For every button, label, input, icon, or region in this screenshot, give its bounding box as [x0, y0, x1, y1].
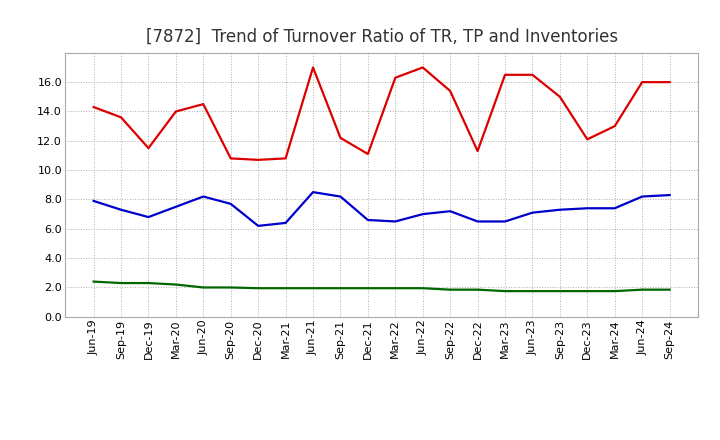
Inventories	[583, 289, 592, 294]
Trade Payables	[473, 219, 482, 224]
Inventories	[282, 286, 290, 291]
Line: Inventories: Inventories	[94, 282, 670, 291]
Trade Payables	[418, 212, 427, 217]
Trade Receivables	[226, 156, 235, 161]
Inventories	[199, 285, 207, 290]
Trade Payables	[665, 192, 674, 198]
Trade Payables	[282, 220, 290, 226]
Trade Receivables	[665, 80, 674, 85]
Trade Receivables	[199, 102, 207, 107]
Inventories	[254, 286, 263, 291]
Trade Payables	[611, 205, 619, 211]
Trade Receivables	[500, 72, 509, 77]
Trade Receivables	[638, 80, 647, 85]
Inventories	[556, 289, 564, 294]
Trade Receivables	[418, 65, 427, 70]
Trade Payables	[500, 219, 509, 224]
Inventories	[638, 287, 647, 292]
Trade Receivables	[583, 137, 592, 142]
Trade Receivables	[528, 72, 537, 77]
Inventories	[89, 279, 98, 284]
Trade Receivables	[254, 157, 263, 162]
Line: Trade Payables: Trade Payables	[94, 192, 670, 226]
Trade Receivables	[473, 148, 482, 154]
Trade Payables	[89, 198, 98, 204]
Inventories	[418, 286, 427, 291]
Trade Payables	[199, 194, 207, 199]
Inventories	[336, 286, 345, 291]
Trade Receivables	[391, 75, 400, 81]
Trade Payables	[144, 214, 153, 220]
Trade Payables	[638, 194, 647, 199]
Inventories	[391, 286, 400, 291]
Inventories	[144, 280, 153, 286]
Trade Payables	[171, 204, 180, 209]
Trade Payables	[528, 210, 537, 215]
Inventories	[528, 289, 537, 294]
Trade Receivables	[89, 104, 98, 110]
Trade Receivables	[117, 115, 125, 120]
Inventories	[665, 287, 674, 292]
Trade Payables	[309, 190, 318, 195]
Trade Receivables	[144, 146, 153, 151]
Trade Payables	[391, 219, 400, 224]
Inventories	[226, 285, 235, 290]
Trade Receivables	[171, 109, 180, 114]
Trade Payables	[226, 201, 235, 206]
Trade Receivables	[556, 94, 564, 99]
Title: [7872]  Trend of Turnover Ratio of TR, TP and Inventories: [7872] Trend of Turnover Ratio of TR, TP…	[145, 28, 618, 46]
Trade Payables	[556, 207, 564, 213]
Trade Receivables	[336, 135, 345, 140]
Trade Payables	[254, 223, 263, 228]
Trade Receivables	[611, 124, 619, 129]
Trade Receivables	[364, 151, 372, 157]
Trade Receivables	[282, 156, 290, 161]
Inventories	[446, 287, 454, 292]
Inventories	[171, 282, 180, 287]
Inventories	[473, 287, 482, 292]
Trade Receivables	[446, 88, 454, 94]
Trade Payables	[583, 205, 592, 211]
Inventories	[117, 280, 125, 286]
Inventories	[309, 286, 318, 291]
Trade Payables	[364, 217, 372, 223]
Inventories	[364, 286, 372, 291]
Trade Payables	[117, 207, 125, 213]
Inventories	[611, 289, 619, 294]
Inventories	[500, 289, 509, 294]
Trade Payables	[336, 194, 345, 199]
Trade Payables	[446, 209, 454, 214]
Trade Receivables	[309, 65, 318, 70]
Line: Trade Receivables: Trade Receivables	[94, 67, 670, 160]
